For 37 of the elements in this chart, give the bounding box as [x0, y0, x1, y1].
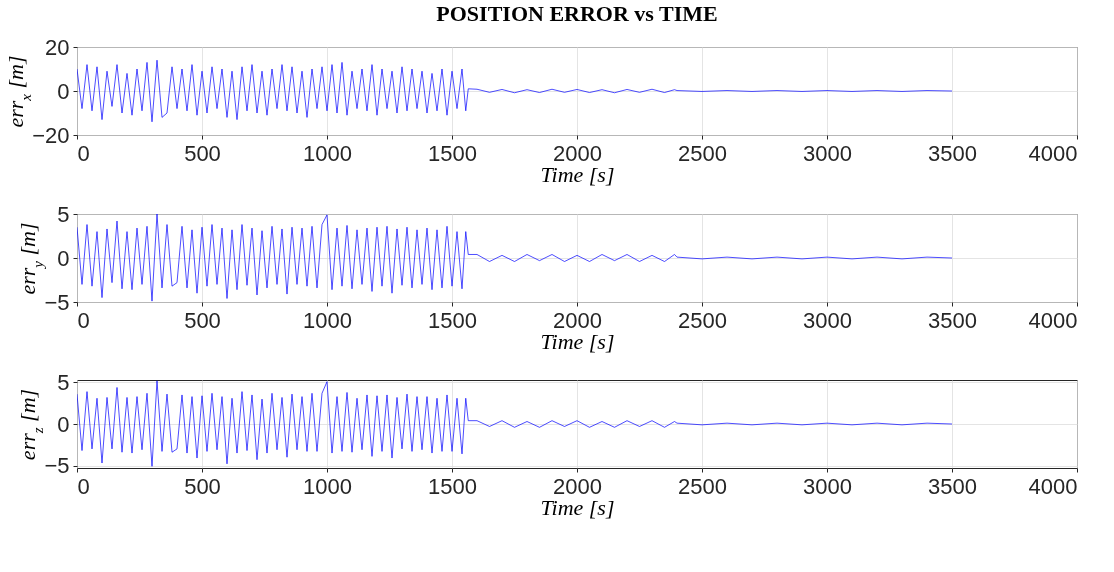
x-tick-label: 1500 — [428, 473, 477, 499]
line-series — [77, 214, 953, 302]
y-tick-label: −5 — [44, 453, 70, 479]
x-tick-label: 3000 — [803, 307, 852, 333]
x-tick-label: 4000 — [1028, 140, 1078, 166]
x-tick-label: 3000 — [803, 140, 852, 166]
x-tick-label: 4000 — [1028, 307, 1078, 333]
x-tick-label: 1500 — [428, 140, 477, 166]
y-tick-label: 0 — [57, 78, 70, 104]
x-tick-label: 1500 — [428, 307, 477, 333]
x-tick-label: 1000 — [303, 140, 352, 166]
line-series — [77, 380, 953, 467]
line-series — [77, 59, 953, 123]
x-tick-label: 500 — [184, 307, 221, 333]
x-tick-label: 3000 — [803, 473, 852, 499]
y-tick-label: −5 — [44, 289, 70, 315]
y-tick-label: 20 — [45, 34, 70, 60]
y-tick-label: 0 — [57, 411, 70, 437]
y-tick-label: 5 — [57, 369, 70, 395]
y-tick-label: −20 — [32, 122, 70, 148]
x-tick-label: 0 — [77, 473, 90, 499]
x-tick-label: 4000 — [1028, 473, 1078, 499]
x-tick-label: 500 — [184, 473, 221, 499]
chart-title: POSITION ERROR vs TIME — [436, 1, 718, 27]
x-tick-label: 0 — [77, 140, 90, 166]
x-tick-label: 1000 — [303, 307, 352, 333]
x-tick-label: 3500 — [928, 307, 977, 333]
x-tick-label: 2500 — [678, 140, 727, 166]
x-tick-label: 3500 — [928, 140, 977, 166]
x-tick-label: 1000 — [303, 473, 352, 499]
x-tick-label: 2500 — [678, 307, 727, 333]
x-tick-label: 500 — [184, 140, 221, 166]
y-tick-label: 0 — [57, 245, 70, 271]
x-tick-label: 2500 — [678, 473, 727, 499]
y-tick-label: 5 — [57, 201, 70, 227]
x-tick-label: 0 — [77, 307, 90, 333]
x-tick-label: 3500 — [928, 473, 977, 499]
